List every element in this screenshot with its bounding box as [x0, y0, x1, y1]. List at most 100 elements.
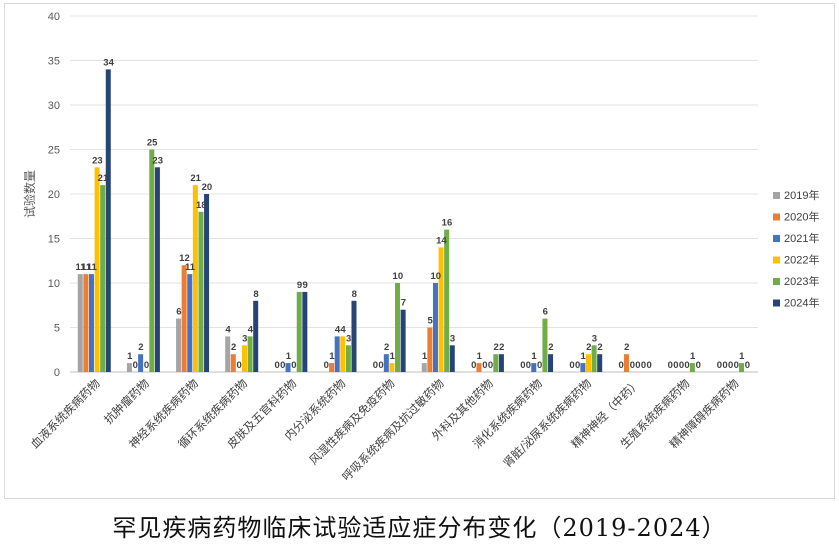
- bar: [389, 363, 395, 372]
- bar: [83, 274, 89, 372]
- data-label: 0: [537, 360, 542, 371]
- data-label: 0: [668, 360, 673, 371]
- legend-label: 2024年: [784, 296, 819, 310]
- bar: [247, 336, 253, 372]
- y-tick-label: 5: [54, 323, 60, 335]
- data-label: 6: [176, 307, 181, 318]
- data-label: 0: [133, 360, 138, 371]
- data-label: 4: [225, 324, 231, 335]
- data-label: 0: [280, 360, 285, 371]
- data-label: 18: [196, 200, 207, 211]
- data-label: 2: [624, 342, 629, 353]
- data-label: 0: [378, 360, 383, 371]
- legend-swatch: [773, 213, 780, 221]
- data-label: 0: [646, 360, 651, 371]
- bar: [395, 283, 401, 372]
- data-label: 0: [274, 360, 279, 371]
- data-label: 1: [286, 351, 292, 362]
- data-label: 0: [575, 360, 580, 371]
- chart: 0510152025303540血液系统疾病药物抗肿瘤药物神经系统疾病药物循环系…: [22, 11, 819, 484]
- data-label: 2: [138, 342, 143, 353]
- legend-label: 2021年: [784, 231, 819, 245]
- data-label: 0: [482, 360, 487, 371]
- bar: [498, 354, 504, 372]
- data-label: 3: [346, 333, 351, 344]
- axes: 0510152025303540血液系统疾病药物抗肿瘤药物神经系统疾病药物循环系…: [28, 11, 742, 484]
- data-label: 0: [673, 360, 678, 371]
- figure-caption: 罕见疾病药物临床试验适应症分布变化（2019-2024）: [112, 514, 727, 542]
- data-label: 0: [569, 360, 574, 371]
- y-axis-title: 试验数量: [22, 170, 37, 218]
- bar: [225, 336, 231, 372]
- data-label: 21: [98, 173, 109, 184]
- bar: [493, 354, 499, 372]
- data-label: 1: [390, 351, 396, 362]
- legend-swatch: [773, 235, 780, 242]
- data-label: 2: [597, 342, 602, 353]
- y-tick-label: 0: [54, 367, 60, 379]
- legend-label: 2020年: [784, 210, 819, 224]
- data-label: 0: [635, 360, 640, 371]
- bar: [597, 354, 603, 372]
- data-label: 25: [147, 138, 158, 149]
- data-label: 10: [430, 271, 441, 282]
- data-label: 1: [739, 351, 745, 362]
- bar: [345, 345, 351, 372]
- data-label: 0: [630, 360, 635, 371]
- chart-frame: [4, 3, 835, 499]
- data-label: 8: [352, 289, 357, 300]
- bar: [351, 300, 357, 372]
- data-label: 21: [190, 173, 201, 184]
- data-label: 20: [202, 182, 213, 193]
- data-label: 11: [76, 262, 87, 273]
- data-label: 0: [734, 360, 739, 371]
- bar: [176, 318, 182, 372]
- data-label: 1: [477, 351, 483, 362]
- legend: 2019年 2020年 2021年 2022年 2023年 2024年: [773, 188, 819, 310]
- legend-swatch: [773, 278, 780, 285]
- data-label: 9: [297, 280, 302, 291]
- bar: [204, 194, 210, 372]
- data-label: 23: [152, 155, 163, 166]
- data-label: 11: [81, 262, 92, 273]
- bar: [296, 291, 302, 372]
- data-label: 12: [179, 253, 190, 264]
- bar: [149, 149, 155, 372]
- y-tick-label: 40: [48, 11, 60, 23]
- bar: [476, 363, 482, 372]
- bar: [154, 167, 160, 372]
- data-label: 0: [641, 360, 646, 371]
- data-label: 8: [253, 289, 258, 300]
- bar: [586, 354, 591, 372]
- data-label: 0: [745, 360, 750, 371]
- bars: [77, 69, 745, 373]
- bar: [253, 300, 259, 372]
- data-label: 0: [526, 360, 531, 371]
- data-label: 2: [384, 342, 389, 353]
- bar: [432, 283, 438, 372]
- data-label: 0: [728, 360, 733, 371]
- bar: [181, 265, 187, 372]
- data-label: 6: [543, 307, 548, 318]
- bar: [88, 274, 94, 372]
- data-label: 14: [436, 235, 447, 246]
- data-label: 1: [127, 351, 133, 362]
- bar: [400, 309, 406, 372]
- bar: [739, 363, 745, 372]
- data-label: 4: [248, 324, 254, 335]
- data-label: 0: [696, 360, 701, 371]
- bar: [334, 336, 340, 372]
- bar: [548, 354, 554, 372]
- bar: [591, 345, 597, 372]
- x-tick-label: 肾脏/泌尿系统疾病药物: [500, 376, 594, 470]
- bar: [242, 345, 247, 372]
- bar: [94, 167, 100, 372]
- data-label: 0: [324, 360, 329, 371]
- data-label: 7: [401, 298, 406, 309]
- grid-lines: [70, 15, 758, 373]
- data-label: 0: [722, 360, 727, 371]
- data-label: 16: [442, 218, 453, 229]
- data-label: 2: [231, 342, 236, 353]
- bar: [138, 354, 144, 372]
- bar: [126, 363, 132, 372]
